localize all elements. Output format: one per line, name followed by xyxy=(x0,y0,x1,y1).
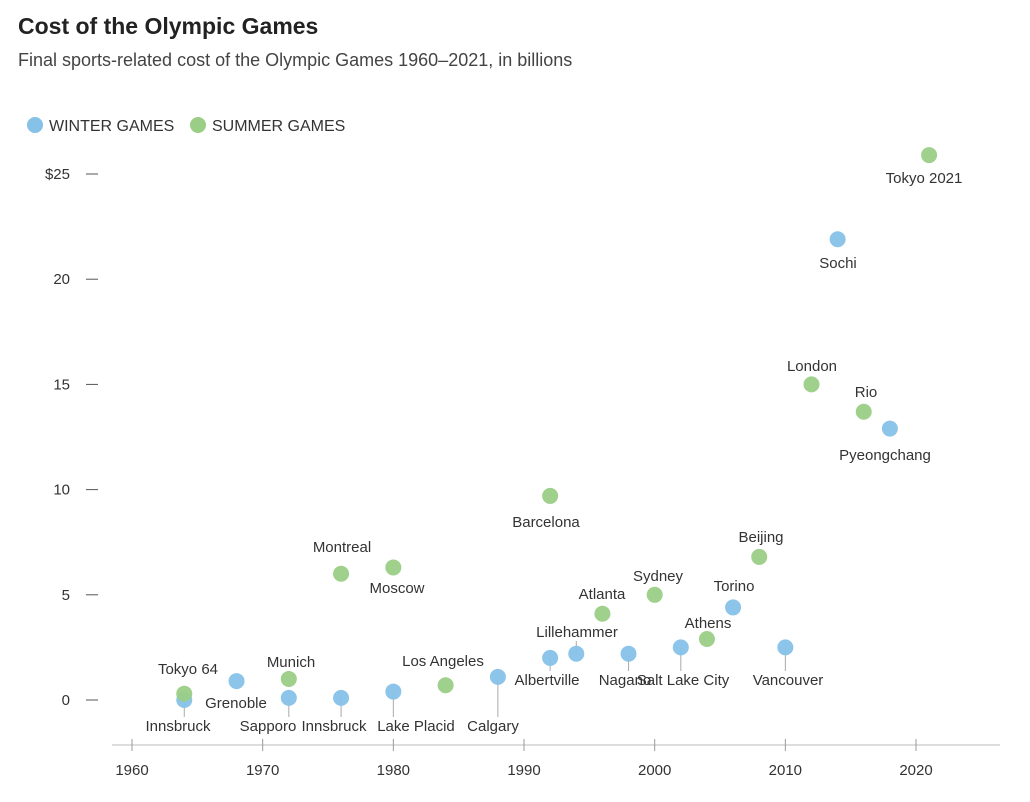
point-label-sydney: Sydney xyxy=(633,568,684,585)
x-tick-label: 1970 xyxy=(246,762,279,779)
point-montreal-1976 xyxy=(333,565,350,582)
point-label-athens: Athens xyxy=(685,615,732,632)
x-tick-label: 1990 xyxy=(507,762,540,779)
data-points xyxy=(176,147,938,708)
point-label-lillehammer: Lillehammer xyxy=(536,624,618,641)
point-atlanta-1996 xyxy=(594,605,611,622)
point-innsbruck-1976 xyxy=(333,689,350,706)
point-rio-2016 xyxy=(855,403,872,420)
point-label-albertville: Albertville xyxy=(514,672,579,689)
point-label-atlanta: Atlanta xyxy=(579,586,626,603)
point-nagano-1998 xyxy=(620,645,637,662)
point-labels: Innsbruck Tokyo 64 Grenoble Munich Sapporo Mo… xyxy=(145,170,962,735)
point-label-sapporo: Sapporo xyxy=(240,718,297,735)
point-label-vancouver: Vancouver xyxy=(753,672,824,689)
x-tick-label: 1980 xyxy=(377,762,410,779)
point-label-los-angeles: Los Angeles xyxy=(402,653,484,670)
y-tick-label: 15 xyxy=(53,376,70,393)
point-vancouver-2010 xyxy=(777,639,794,656)
point-munich-1972 xyxy=(280,670,297,687)
legend-label-winter: WINTER GAMES xyxy=(49,118,174,135)
point-lake-placid-1980 xyxy=(385,683,402,700)
point-tokyo-2021-2021 xyxy=(921,147,938,164)
point-label-lake-placid: Lake Placid xyxy=(377,718,455,735)
point-barcelona-1992 xyxy=(542,487,559,504)
point-pyeongchang-2018 xyxy=(881,420,898,437)
y-tick-label: $25 xyxy=(45,166,70,183)
point-sochi-2014 xyxy=(829,231,846,248)
legend: WINTER GAMES SUMMER GAMES xyxy=(27,117,345,135)
point-albertville-1992 xyxy=(542,649,559,666)
x-tick-label: 2000 xyxy=(638,762,671,779)
point-label-grenoble: Grenoble xyxy=(205,695,267,712)
point-label-innsbruck: Innsbruck xyxy=(301,718,367,735)
point-label-tokyo-64: Tokyo 64 xyxy=(158,661,218,678)
point-label-montreal: Montreal xyxy=(313,539,371,556)
point-label-torino: Torino xyxy=(714,578,755,595)
point-salt-lake-city-2002 xyxy=(672,639,689,656)
point-label-innsbruck: Innsbruck xyxy=(145,718,211,735)
chart-subtitle: Final sports-related cost of the Olympic… xyxy=(18,50,572,70)
axes: 1960 1970 1980 1990 2000 2010 2020 0 5 10 15 20 $25 xyxy=(45,166,1000,779)
point-label-nagano: Nagano xyxy=(599,672,652,689)
point-label-munich: Munich xyxy=(267,654,315,671)
point-london-2012 xyxy=(803,376,820,393)
x-tick-label: 2020 xyxy=(899,762,932,779)
point-sapporo-1972 xyxy=(280,689,297,706)
legend-marker-summer xyxy=(190,117,206,133)
y-tick-label: 20 xyxy=(53,271,70,288)
point-label-tokyo-2021: Tokyo 2021 xyxy=(886,170,963,187)
legend-marker-winter xyxy=(27,117,43,133)
point-lillehammer-1994 xyxy=(568,645,585,662)
point-grenoble-1968 xyxy=(228,673,245,690)
chart-title: Cost of the Olympic Games xyxy=(18,13,318,39)
point-beijing-2008 xyxy=(751,548,768,565)
y-tick-label: 0 xyxy=(62,692,70,709)
legend-label-summer: SUMMER GAMES xyxy=(212,118,345,135)
point-torino-2006 xyxy=(725,599,742,616)
point-label-london: London xyxy=(787,358,837,375)
point-athens-2004 xyxy=(698,630,715,647)
x-tick-label: 1960 xyxy=(115,762,148,779)
point-label-salt-lake-city: Salt Lake City xyxy=(637,672,730,689)
y-tick-label: 10 xyxy=(53,482,70,499)
x-tick-label: 2010 xyxy=(769,762,802,779)
point-label-beijing: Beijing xyxy=(738,529,783,546)
point-label-pyeongchang: Pyeongchang xyxy=(839,447,931,464)
point-label-barcelona: Barcelona xyxy=(512,514,580,531)
point-calgary-1988 xyxy=(489,668,506,685)
point-label-calgary: Calgary xyxy=(467,718,519,735)
y-tick-label: 5 xyxy=(62,587,70,604)
point-label-rio: Rio xyxy=(855,384,878,401)
point-tokyo-64-1964 xyxy=(176,685,193,702)
point-moscow-1980 xyxy=(385,559,402,576)
point-label-moscow: Moscow xyxy=(369,580,424,597)
point-sydney-2000 xyxy=(646,586,663,603)
point-los-angeles-1984 xyxy=(437,677,454,694)
point-label-sochi: Sochi xyxy=(819,255,857,272)
